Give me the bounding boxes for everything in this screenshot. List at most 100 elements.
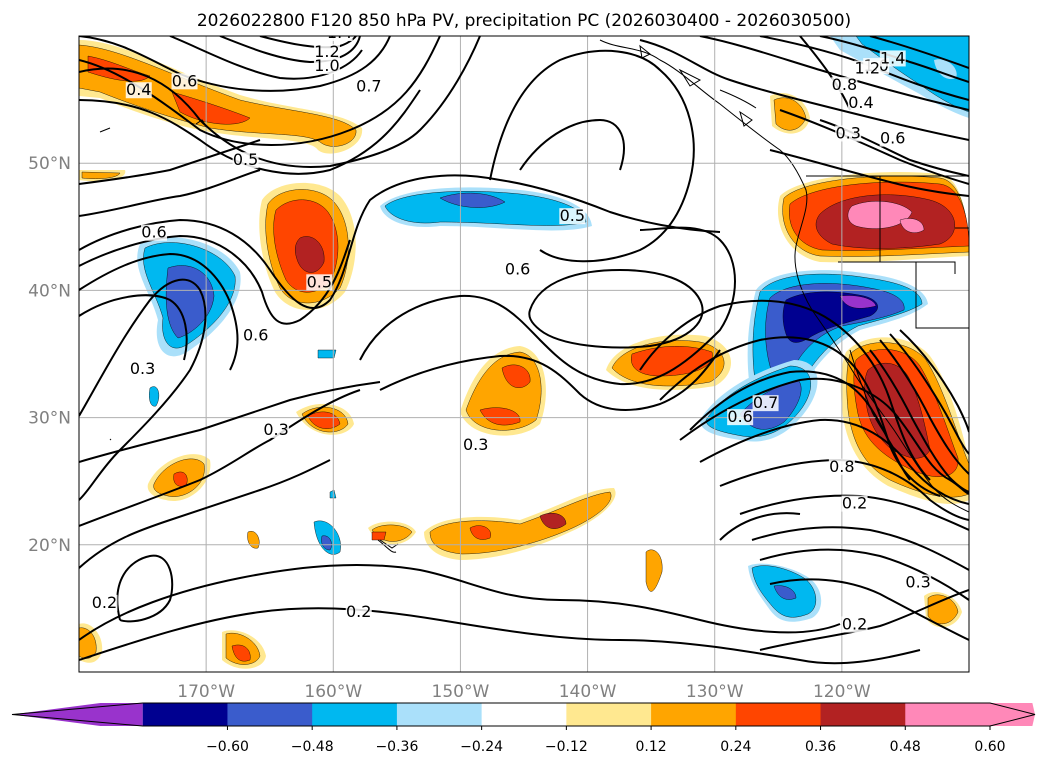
colorbar-tick-label-8: 0.48 bbox=[890, 739, 921, 755]
contour-label-bg-4 bbox=[125, 82, 152, 99]
coastline-11 bbox=[379, 539, 399, 549]
precip-area-brick-41 bbox=[539, 513, 567, 529]
pv-contour-4 bbox=[169, 36, 363, 80]
x-tick-label-0: 170°W bbox=[177, 682, 235, 702]
contour-label-2: 1.0 bbox=[314, 56, 339, 75]
pv-contour-12 bbox=[79, 294, 188, 361]
pv-contour-24 bbox=[519, 118, 625, 171]
x-tick-label-5: 120°W bbox=[813, 682, 871, 702]
pv-contour-11 bbox=[79, 252, 239, 371]
pv-contour-22 bbox=[528, 268, 704, 349]
contour-label-bg-18 bbox=[831, 77, 858, 94]
colorbar-tick-label-1: −0.48 bbox=[291, 739, 334, 755]
pv-contour-45 bbox=[879, 339, 969, 475]
precip-area-blue-75 bbox=[773, 585, 797, 600]
pv-contour-2 bbox=[79, 89, 421, 175]
pv-contour-9 bbox=[79, 174, 721, 310]
pv-contour-38 bbox=[759, 548, 969, 601]
x-tick-label-1: 160°W bbox=[304, 682, 362, 702]
pv-contour-5 bbox=[219, 36, 361, 64]
colorbar-tick-label-3: −0.24 bbox=[460, 739, 503, 755]
axis-tick-labels: 170°W 160°W 150°W 140°W 130°W 120°W 20°N 30°N 40… bbox=[28, 154, 871, 702]
map-frame bbox=[78, 35, 970, 673]
pv-contour-23 bbox=[489, 49, 695, 263]
precip-area-orange-30 bbox=[247, 531, 260, 549]
contour-label-1: 1.2 bbox=[314, 42, 339, 61]
contour-label-bg-25 bbox=[841, 495, 868, 512]
colorbar-segment-9 bbox=[820, 703, 906, 726]
y-tick-label-2: 40°N bbox=[28, 281, 71, 301]
contour-label-25: 0.2 bbox=[842, 494, 867, 513]
contour-label-bg-11 bbox=[263, 421, 290, 438]
precip-area-paleblue-54 bbox=[934, 59, 957, 80]
colorbar-segment-4 bbox=[396, 703, 483, 726]
colorbar-segment-6 bbox=[566, 703, 652, 726]
contour-labels-layer: 1.41.21.00.70.4 0.60.50.60.50.60.30.30.50… bbox=[91, 23, 932, 633]
contour-label-bg-2 bbox=[313, 58, 340, 75]
precip-shading-layer bbox=[79, 36, 969, 669]
pv-contour-41 bbox=[639, 299, 931, 481]
pv-contour-16 bbox=[79, 459, 331, 569]
x-tick-label-4: 130°W bbox=[686, 682, 744, 702]
pv-contour-48 bbox=[719, 512, 801, 541]
contour-label-bg-3 bbox=[355, 78, 382, 95]
pv-contours-layer bbox=[79, 36, 969, 665]
coastline-14 bbox=[99, 127, 111, 133]
contour-label-15: 0.3 bbox=[835, 123, 860, 142]
contour-label-bg-12 bbox=[559, 208, 586, 225]
precip-area-red-26 bbox=[307, 411, 341, 429]
precip-area-cyan-15 bbox=[384, 191, 587, 226]
contour-label-13: 0.6 bbox=[505, 260, 530, 279]
pv-contour-35 bbox=[719, 458, 969, 521]
pv-contour-14 bbox=[79, 381, 381, 463]
pv-contour-32 bbox=[769, 149, 969, 197]
contour-label-7: 0.6 bbox=[141, 223, 166, 242]
colorbar-tick-label-4: −0.12 bbox=[545, 739, 588, 755]
colorbar-segment-10 bbox=[905, 703, 991, 726]
contour-label-23: 0.7 bbox=[753, 393, 778, 412]
pv-contour-7 bbox=[79, 139, 261, 185]
precip-area-red-20 bbox=[479, 407, 521, 426]
colorbar-tick-label-6: 0.24 bbox=[720, 739, 751, 755]
contour-label-bg-14 bbox=[462, 437, 489, 454]
contour-label-bg-8 bbox=[306, 274, 333, 291]
contour-label-bg-17 bbox=[879, 130, 906, 147]
coastline-3 bbox=[739, 110, 753, 127]
precip-area-orange-42 bbox=[645, 549, 663, 592]
pv-contour-21 bbox=[379, 349, 721, 411]
contour-label-14: 0.3 bbox=[463, 435, 488, 454]
pv-contour-26 bbox=[699, 36, 969, 111]
pv-contour-29 bbox=[869, 36, 969, 69]
pv-contour-43 bbox=[689, 370, 911, 481]
colorbar-tick-label-5: 0.12 bbox=[636, 739, 667, 755]
colorbar-tick-label-7: 0.36 bbox=[805, 739, 836, 755]
precip-area-orange-39 bbox=[429, 491, 612, 555]
pv-contour-20 bbox=[359, 226, 736, 386]
contour-label-bg-16 bbox=[847, 94, 874, 111]
precip-area-red-47 bbox=[231, 644, 251, 662]
contour-label-6: 0.5 bbox=[233, 150, 258, 169]
precip-area-brick-9 bbox=[295, 236, 325, 273]
pv-contour-18 bbox=[79, 563, 841, 641]
colorbar-tick-label-9: 0.60 bbox=[974, 739, 1005, 755]
contour-label-3: 0.7 bbox=[356, 76, 381, 95]
colorbar-tick-label-0: −0.60 bbox=[206, 739, 249, 755]
contour-label-21: 1.4 bbox=[880, 48, 905, 67]
pv-contour-31 bbox=[779, 109, 969, 185]
contour-label-0: 1.4 bbox=[327, 23, 352, 42]
contour-label-17: 0.6 bbox=[880, 129, 905, 148]
pv-contour-10 bbox=[79, 234, 351, 325]
precip-area-red-40 bbox=[469, 525, 491, 540]
contour-label-29: 0.3 bbox=[905, 573, 930, 592]
pv-contour-34 bbox=[699, 418, 969, 505]
contour-label-10: 0.3 bbox=[130, 359, 155, 378]
precip-area-red-3 bbox=[171, 91, 251, 125]
coastline-4 bbox=[639, 44, 651, 59]
pv-contour-25 bbox=[639, 39, 969, 141]
contour-label-28: 0.2 bbox=[842, 614, 867, 633]
contour-label-26: 0.2 bbox=[92, 593, 117, 612]
pv-contour-3 bbox=[79, 36, 391, 92]
contour-label-18: 0.8 bbox=[832, 75, 857, 94]
contour-label-12: 0.5 bbox=[560, 206, 585, 225]
colorbar: −0.60 −0.48 −0.36 −0.24 −0.12 0.12 0.24 0.36 0.4… bbox=[11, 702, 1036, 755]
